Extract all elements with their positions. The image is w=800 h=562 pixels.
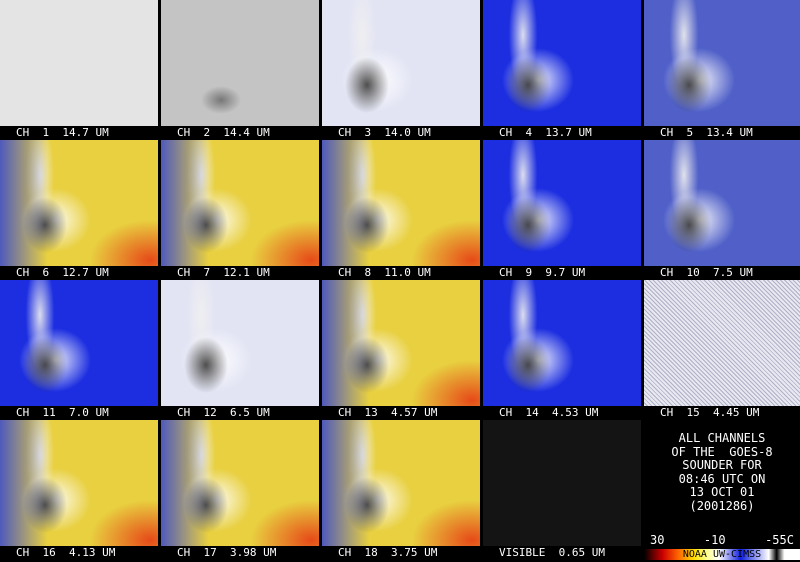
channel-panel: CH 11 7.0 UM: [0, 280, 158, 420]
info-line: (2001286): [689, 498, 755, 513]
channel-label: CH 17 3.98 UM: [177, 546, 277, 559]
channel-label: CH 15 4.45 UM: [660, 406, 760, 419]
channel-panel: CH 6 12.7 UM: [0, 140, 158, 280]
satellite-image: [644, 280, 800, 406]
channel-label: CH 6 12.7 UM: [16, 266, 109, 279]
channel-label: CH 5 13.4 UM: [660, 126, 753, 139]
channel-panel: CH 9 9.7 UM: [483, 140, 641, 280]
scale-label: -10: [703, 533, 726, 547]
channel-panel: CH 16 4.13 UM: [0, 420, 158, 560]
channel-label: CH 8 11.0 UM: [338, 266, 431, 279]
satellite-image: [0, 280, 158, 406]
satellite-image: [0, 0, 158, 126]
channel-label: CH 3 14.0 UM: [338, 126, 431, 139]
channel-panel: CH 4 13.7 UM: [483, 0, 641, 140]
satellite-image: [322, 0, 480, 126]
satellite-image: [322, 420, 480, 546]
channel-panel: CH 17 3.98 UM: [161, 420, 319, 560]
satellite-image: [0, 140, 158, 266]
satellite-image: [644, 0, 800, 126]
satellite-image: [644, 140, 800, 266]
satellite-image: [0, 420, 158, 546]
channel-panel: CH 5 13.4 UM: [644, 0, 800, 140]
scale-label: 30: [650, 533, 665, 547]
channel-label: CH 14 4.53 UM: [499, 406, 599, 419]
info-line: SOUNDER FOR: [682, 458, 762, 472]
channel-label: CH 12 6.5 UM: [177, 406, 270, 419]
channel-panel: CH 18 3.75 UM: [322, 420, 480, 560]
satellite-image: [483, 420, 641, 546]
channel-panel: CH 10 7.5 UM: [644, 140, 800, 280]
channel-panel: CH 3 14.0 UM: [322, 0, 480, 140]
satellite-image: [483, 140, 641, 266]
channel-label: VISIBLE 0.65 UM: [499, 546, 605, 559]
color-scale-labels: 30 -10 -55C: [644, 533, 800, 548]
channel-panel: CH 15 4.45 UM: [644, 280, 800, 420]
channel-panel: CH 13 4.57 UM: [322, 280, 480, 420]
info-line: ALL CHANNELS: [678, 431, 766, 445]
channel-label: CH 2 14.4 UM: [177, 126, 270, 139]
info-line: OF THE GOES-8: [671, 444, 773, 459]
channel-label: CH 4 13.7 UM: [499, 126, 592, 139]
channel-panel: CH 7 12.1 UM: [161, 140, 319, 280]
channel-label: CH 1 14.7 UM: [16, 126, 109, 139]
channel-label: CH 7 12.1 UM: [177, 266, 270, 279]
scale-label: -55C: [765, 533, 794, 547]
satellite-image: [483, 0, 641, 126]
channel-panel: CH 2 14.4 UM: [161, 0, 319, 140]
channel-panel: CH 8 11.0 UM: [322, 140, 480, 280]
channel-label: CH 9 9.7 UM: [499, 266, 586, 279]
satellite-image: [483, 280, 641, 406]
info-text: ALL CHANNELS OF THE GOES-8 SOUNDER FOR 08:4…: [644, 431, 800, 513]
satellite-image: [161, 140, 319, 266]
channel-panel: VISIBLE 0.65 UM: [483, 420, 641, 560]
info-line: 08:46 UTC ON: [678, 471, 766, 486]
info-line: 13 OCT 01: [689, 485, 755, 499]
channel-panel: CH 1 14.7 UM: [0, 0, 158, 140]
color-bar: [644, 549, 800, 560]
channel-label: CH 11 7.0 UM: [16, 406, 109, 419]
channel-label: CH 16 4.13 UM: [16, 546, 116, 559]
satellite-image: [322, 280, 480, 406]
satellite-image: [322, 140, 480, 266]
channel-panel: CH 12 6.5 UM: [161, 280, 319, 420]
satellite-image: [161, 0, 319, 126]
credit: NOAA UW-CIMSS: [682, 549, 762, 560]
info-panel: ALL CHANNELS OF THE GOES-8 SOUNDER FOR 08:4…: [644, 420, 800, 560]
satellite-image: [161, 280, 319, 406]
channel-panel: CH 14 4.53 UM: [483, 280, 641, 420]
channel-label: CH 10 7.5 UM: [660, 266, 753, 279]
satellite-image: [161, 420, 319, 546]
channel-label: CH 13 4.57 UM: [338, 406, 438, 419]
channel-label: CH 18 3.75 UM: [338, 546, 438, 559]
